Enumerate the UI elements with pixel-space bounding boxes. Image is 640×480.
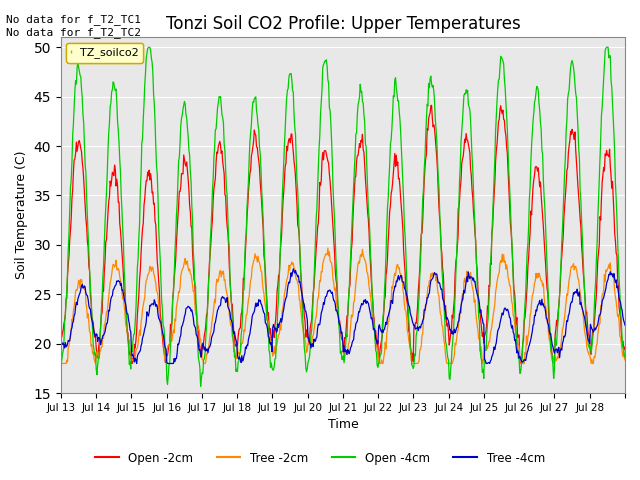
Open -2cm <box>621 344 629 350</box>
Open -4cm <box>278 218 285 224</box>
Tree -4cm <box>124 311 131 316</box>
X-axis label: Time: Time <box>328 419 358 432</box>
Tree -4cm <box>57 337 65 343</box>
Title: Tonzi Soil CO2 Profile: Upper Temperatures: Tonzi Soil CO2 Profile: Upper Temperatur… <box>166 15 520 33</box>
Open -4cm <box>403 271 410 277</box>
Line: Tree -2cm: Tree -2cm <box>61 248 625 363</box>
Tree -2cm <box>324 245 332 251</box>
Line: Open -2cm: Open -2cm <box>61 105 625 363</box>
Open -4cm <box>57 363 65 369</box>
Tree -2cm <box>276 321 284 327</box>
Open -2cm <box>435 186 442 192</box>
Tree -4cm <box>255 298 263 304</box>
Tree -4cm <box>133 360 141 366</box>
Tree -2cm <box>402 308 410 314</box>
Legend: Open -2cm, Tree -2cm, Open -4cm, Tree -4cm: Open -2cm, Tree -2cm, Open -4cm, Tree -4… <box>90 447 550 469</box>
Tree -2cm <box>255 258 262 264</box>
Legend: TZ_soilco2: TZ_soilco2 <box>67 43 143 63</box>
Tree -2cm <box>57 360 65 366</box>
Open -2cm <box>127 360 135 366</box>
Text: No data for f_T2_TC1
No data for f_T2_TC2: No data for f_T2_TC1 No data for f_T2_TC… <box>6 14 141 38</box>
Tree -4cm <box>228 317 236 323</box>
Open -2cm <box>124 329 131 335</box>
Tree -4cm <box>621 322 629 328</box>
Open -4cm <box>621 354 629 360</box>
Tree -4cm <box>277 316 285 322</box>
Tree -4cm <box>435 280 442 286</box>
Open -2cm <box>255 165 263 170</box>
Tree -2cm <box>124 328 131 334</box>
Open -2cm <box>428 102 435 108</box>
Open -4cm <box>197 384 205 389</box>
Tree -2cm <box>434 286 442 291</box>
Open -4cm <box>228 319 236 325</box>
Open -2cm <box>402 290 410 296</box>
Open -4cm <box>124 323 131 329</box>
Tree -4cm <box>403 292 410 298</box>
Line: Open -4cm: Open -4cm <box>61 47 625 386</box>
Tree -2cm <box>227 323 235 328</box>
Y-axis label: Soil Temperature (C): Soil Temperature (C) <box>15 151 28 279</box>
Tree -4cm <box>289 266 297 272</box>
Open -2cm <box>277 241 285 247</box>
Open -2cm <box>57 326 65 332</box>
Tree -2cm <box>621 357 629 363</box>
Open -4cm <box>257 150 264 156</box>
Open -4cm <box>435 174 442 180</box>
Open -4cm <box>145 44 153 50</box>
Open -2cm <box>228 300 236 306</box>
Line: Tree -4cm: Tree -4cm <box>61 269 625 363</box>
